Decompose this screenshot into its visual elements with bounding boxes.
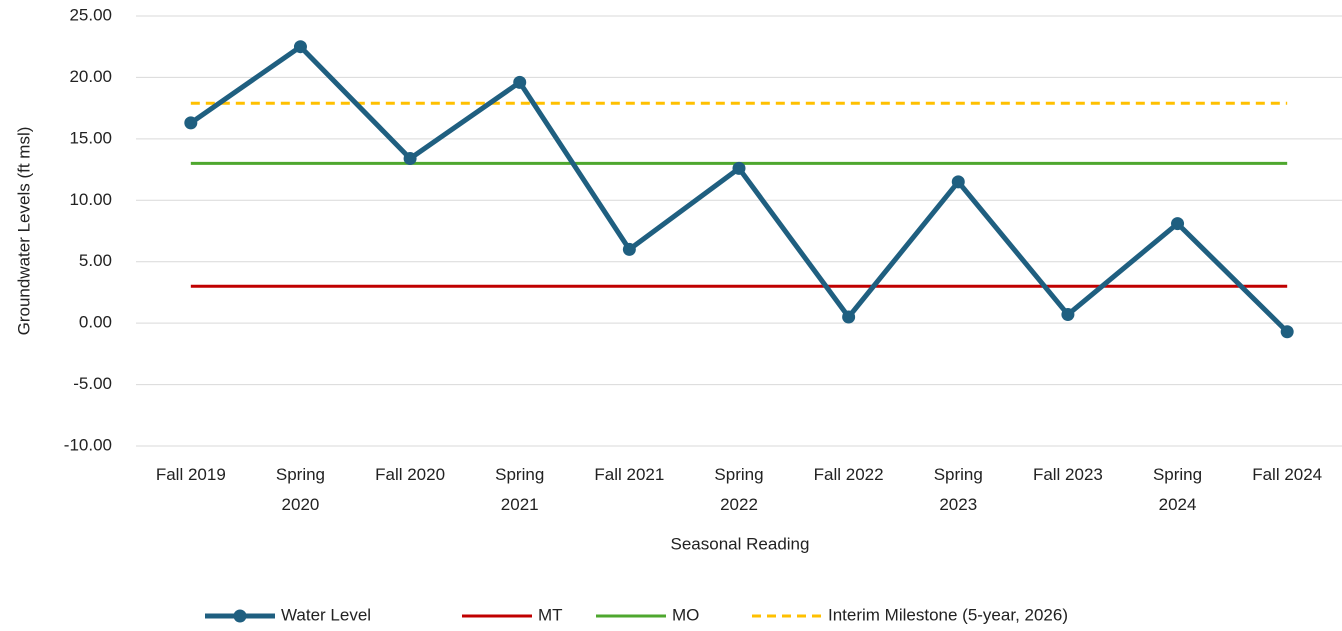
point	[184, 116, 198, 130]
point	[1061, 308, 1075, 322]
x-tick-label: Spring 2021	[495, 465, 545, 514]
point	[403, 152, 417, 166]
y-tick-label: 25.00	[69, 5, 112, 24]
y-tick-label: -10.00	[64, 435, 112, 454]
point	[842, 310, 856, 324]
legend-label: Water Level	[281, 605, 371, 624]
point	[622, 242, 636, 256]
legend-label: MT	[538, 605, 563, 624]
x-axis-title: Seasonal Reading	[671, 534, 810, 553]
legend-marker	[233, 609, 247, 623]
point	[1171, 217, 1185, 231]
y-tick-label: 20.00	[69, 67, 112, 86]
x-tick-label: Fall 2020	[375, 465, 446, 484]
x-tick-label: Fall 2019	[155, 465, 226, 484]
point	[293, 40, 307, 54]
x-tick-label: Spring 2023	[933, 465, 983, 514]
point	[1280, 325, 1294, 339]
point	[513, 75, 527, 89]
x-tick-label: Fall 2021	[594, 465, 665, 484]
y-tick-label: 0.00	[79, 313, 112, 332]
x-tick-label: Fall 2024	[1252, 465, 1323, 484]
x-tick-label: Spring 2020	[275, 465, 326, 514]
point	[732, 161, 746, 175]
x-tick-label: Fall 2022	[813, 465, 884, 484]
series-line	[189, 44, 1289, 334]
x-tick-label: Spring 2022	[714, 465, 764, 514]
y-tick-label: 10.00	[69, 190, 112, 209]
y-axis-title: Groundwater Levels (ft msl)	[14, 127, 33, 336]
y-tick-label: 5.00	[79, 251, 112, 270]
legend-label: MO	[672, 605, 699, 624]
point	[951, 175, 965, 189]
x-tick-label: Fall 2023	[1032, 465, 1103, 484]
legend-label: Interim Milestone (5-year, 2026)	[828, 605, 1068, 624]
y-tick-label: -5.00	[73, 374, 112, 393]
y-tick-label: 15.00	[69, 128, 112, 147]
x-tick-label: Spring 2024	[1152, 465, 1203, 514]
